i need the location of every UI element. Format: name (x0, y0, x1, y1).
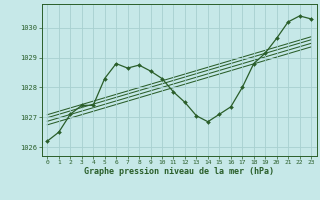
X-axis label: Graphe pression niveau de la mer (hPa): Graphe pression niveau de la mer (hPa) (84, 167, 274, 176)
